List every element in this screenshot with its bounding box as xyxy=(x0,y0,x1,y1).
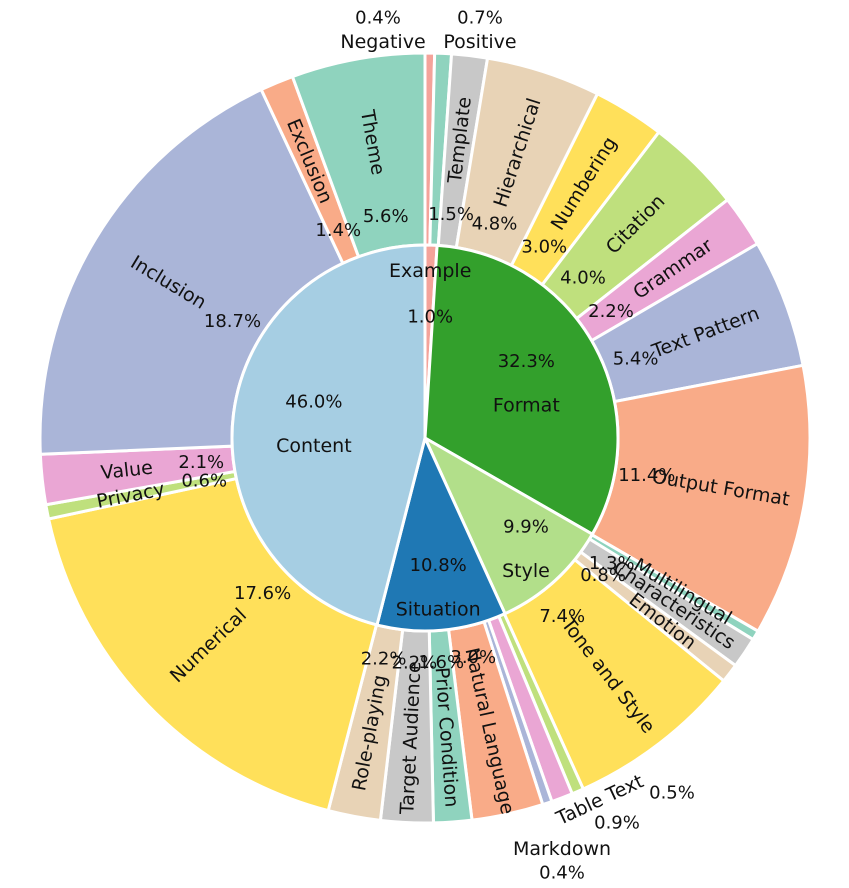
inner-label-situation: Situation xyxy=(396,598,481,620)
outer-pct-hierarchical: 4.8% xyxy=(472,214,518,235)
outer-ring xyxy=(38,51,812,825)
outer-pct-inclusion: 18.7% xyxy=(204,311,261,332)
outer-pct-citation: 4.0% xyxy=(560,267,606,288)
inner-slice-content xyxy=(230,243,427,627)
outer-pct-emotion: 0.8% xyxy=(580,565,626,586)
outer-pct-prior-condition: 1.6% xyxy=(418,652,464,673)
outer-pct-positive: 0.7% xyxy=(457,8,503,29)
outer-pct-negative: 0.4% xyxy=(355,8,401,29)
inner-labels: Example 1.0% 32.3% Format 9.9% Style 10.8% Situ… xyxy=(276,260,560,620)
outer-pct-output-format: 11.4% xyxy=(618,465,675,486)
outer-pct-item-14: 0.9% xyxy=(594,813,640,834)
inner-slice-situation xyxy=(375,433,507,633)
outer-pct-theme: 5.6% xyxy=(363,206,409,227)
outer-pct-target-audience: 2.2% xyxy=(392,652,438,673)
inner-label-example: Example xyxy=(389,260,471,282)
outer-label-positive: Positive xyxy=(443,31,516,53)
outer-pct-numbering: 3.0% xyxy=(521,237,567,258)
inner-pct-format: 32.3% xyxy=(498,351,555,372)
outer-pct-markdown: 0.4% xyxy=(539,863,585,884)
inner-label-style: Style xyxy=(502,560,550,582)
inner-pct-content: 46.0% xyxy=(285,392,342,413)
outer-label-negative: Negative xyxy=(340,31,425,53)
outer-pct-table-text: 0.5% xyxy=(649,783,695,804)
inner-pct-situation: 10.8% xyxy=(410,555,467,576)
outer-pct-privacy: 0.6% xyxy=(181,471,227,492)
inner-label-content: Content xyxy=(276,435,352,457)
outer-pct-natural-language: 3.0% xyxy=(450,647,496,668)
outer-pct-value: 2.1% xyxy=(178,452,224,473)
outer-pct-exclusion: 1.4% xyxy=(315,220,361,241)
outer-pct-numerical: 17.6% xyxy=(234,583,291,604)
outer-label-markdown: Markdown xyxy=(513,838,611,860)
outer-pct-role-playing: 2.2% xyxy=(361,649,407,670)
inner-pct-style: 9.9% xyxy=(503,516,549,537)
outer-pct-text-pattern: 5.4% xyxy=(613,348,659,369)
inner-pct-example: 1.0% xyxy=(407,307,453,328)
outer-pct-grammar: 2.2% xyxy=(588,301,634,322)
inner-slice-format xyxy=(423,243,620,537)
inner-label-format: Format xyxy=(493,395,560,417)
outer-pct-tone-and-style: 7.4% xyxy=(539,606,585,627)
outer-pct-template: 1.5% xyxy=(428,204,474,225)
outer-pct-characteristics: 1.3% xyxy=(589,553,635,574)
inner-slice-style xyxy=(421,434,595,616)
inner-ring xyxy=(230,243,620,633)
